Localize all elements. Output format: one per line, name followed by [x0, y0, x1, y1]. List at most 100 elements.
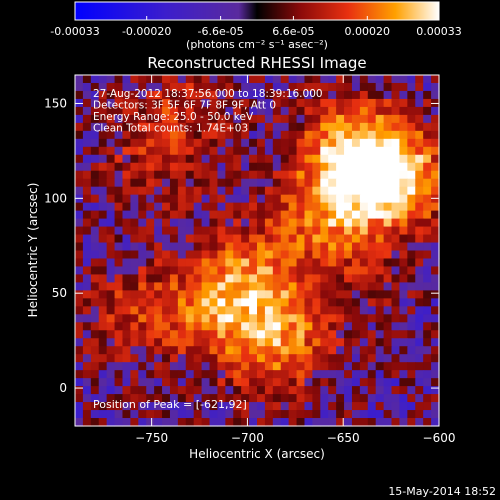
heatmap-cell [233, 274, 242, 284]
heatmap-cell [320, 338, 329, 347]
heatmap-cell [162, 298, 171, 307]
heatmap-cell [201, 234, 211, 244]
heatmap-cell [399, 194, 408, 204]
heatmap-cell [154, 202, 163, 212]
footer-date: 15-May-2014 18:52 [388, 485, 496, 498]
heatmap-cell [296, 274, 306, 284]
heatmap-cell [169, 314, 179, 323]
heatmap-cell [328, 250, 337, 260]
heatmap-cell [75, 306, 84, 315]
heatmap-cell [90, 386, 100, 395]
heatmap-cell [344, 314, 353, 323]
heatmap-cell [130, 138, 139, 148]
heatmap-cell [154, 75, 163, 84]
heatmap-cell [296, 178, 306, 188]
heatmap-cell [399, 354, 408, 363]
heatmap-cell [154, 394, 163, 403]
heatmap-cell [257, 250, 266, 260]
heatmap-cell [185, 386, 195, 395]
heatmap-cell [75, 138, 84, 148]
heatmap-cell [162, 314, 171, 323]
heatmap-cell [233, 290, 242, 299]
heatmap-cell [233, 410, 242, 419]
heatmap-cell [106, 186, 116, 196]
heatmap-cell [217, 122, 226, 132]
heatmap-cell [185, 258, 195, 268]
heatmap-cell [336, 122, 345, 132]
heatmap-cell [225, 170, 234, 180]
heatmap-cell [154, 314, 163, 323]
heatmap-cell [106, 210, 116, 220]
heatmap-cell [201, 75, 211, 84]
heatmap-cell [407, 162, 416, 172]
heatmap-cell [375, 298, 385, 307]
heatmap-cell [106, 218, 116, 228]
heatmap-cell [162, 370, 171, 379]
heatmap-cell [415, 234, 424, 244]
heatmap-cell [201, 266, 211, 276]
heatmap-cell [225, 298, 234, 307]
heatmap-cell [114, 386, 124, 395]
heatmap-cell [304, 258, 313, 268]
heatmap-cell [169, 394, 179, 403]
heatmap-cell [106, 98, 116, 108]
heatmap-cell [233, 210, 242, 220]
heatmap-cell [217, 378, 226, 387]
heatmap-cell [217, 386, 226, 395]
heatmap-cell [130, 194, 139, 204]
heatmap-cell [130, 362, 139, 371]
heatmap-cell [225, 330, 234, 339]
heatmap-cell [399, 90, 408, 100]
heatmap-cell [367, 306, 377, 315]
heatmap-cell [336, 266, 345, 276]
heatmap-cell [375, 75, 385, 84]
heatmap-cell [344, 226, 353, 236]
heatmap-cell [138, 234, 147, 244]
heatmap-cell [177, 362, 187, 371]
heatmap-cell [201, 258, 211, 268]
heatmap-cell [312, 338, 321, 347]
heatmap-cell [162, 138, 171, 148]
heatmap-cell [375, 250, 385, 260]
heatmap-cell [233, 202, 242, 212]
heatmap-cell [272, 114, 282, 124]
heatmap-cell [193, 338, 203, 347]
heatmap-cell [193, 386, 203, 395]
heatmap-cell [177, 122, 187, 132]
heatmap-cell [407, 122, 416, 132]
heatmap-cell [217, 194, 226, 204]
heatmap-cell [241, 290, 250, 299]
heatmap-cell [185, 138, 195, 148]
heatmap-cell [415, 130, 424, 140]
heatmap-cell [177, 106, 187, 116]
heatmap-cell [312, 170, 321, 180]
heatmap-cell [75, 362, 84, 371]
heatmap-cell [296, 354, 306, 363]
heatmap-cell [90, 178, 100, 188]
heatmap-cell [169, 322, 179, 331]
heatmap-cell [257, 162, 266, 172]
heatmap-cell [193, 202, 203, 212]
heatmap-cell [98, 346, 108, 355]
heatmap-cell [90, 114, 100, 124]
heatmap-cell [249, 250, 258, 260]
heatmap-cell [280, 402, 290, 411]
heatmap-cell [193, 75, 203, 84]
heatmap-cell [328, 218, 337, 228]
heatmap-cell [415, 322, 424, 331]
heatmap-cell [201, 362, 211, 371]
heatmap-cell [193, 146, 203, 156]
heatmap-cell [177, 314, 187, 323]
heatmap-cell [241, 162, 250, 172]
heatmap-cell [423, 266, 432, 276]
heatmap-cell [114, 410, 124, 419]
heatmap-cell [257, 98, 266, 108]
heatmap-cell [312, 146, 321, 156]
heatmap-cell [423, 138, 432, 148]
heatmap-cell [106, 410, 116, 419]
heatmap-cell [312, 194, 321, 204]
heatmap-cell [106, 114, 116, 124]
heatmap-cell [272, 410, 282, 419]
heatmap-cell [264, 122, 274, 132]
heatmap-cell [344, 106, 353, 116]
